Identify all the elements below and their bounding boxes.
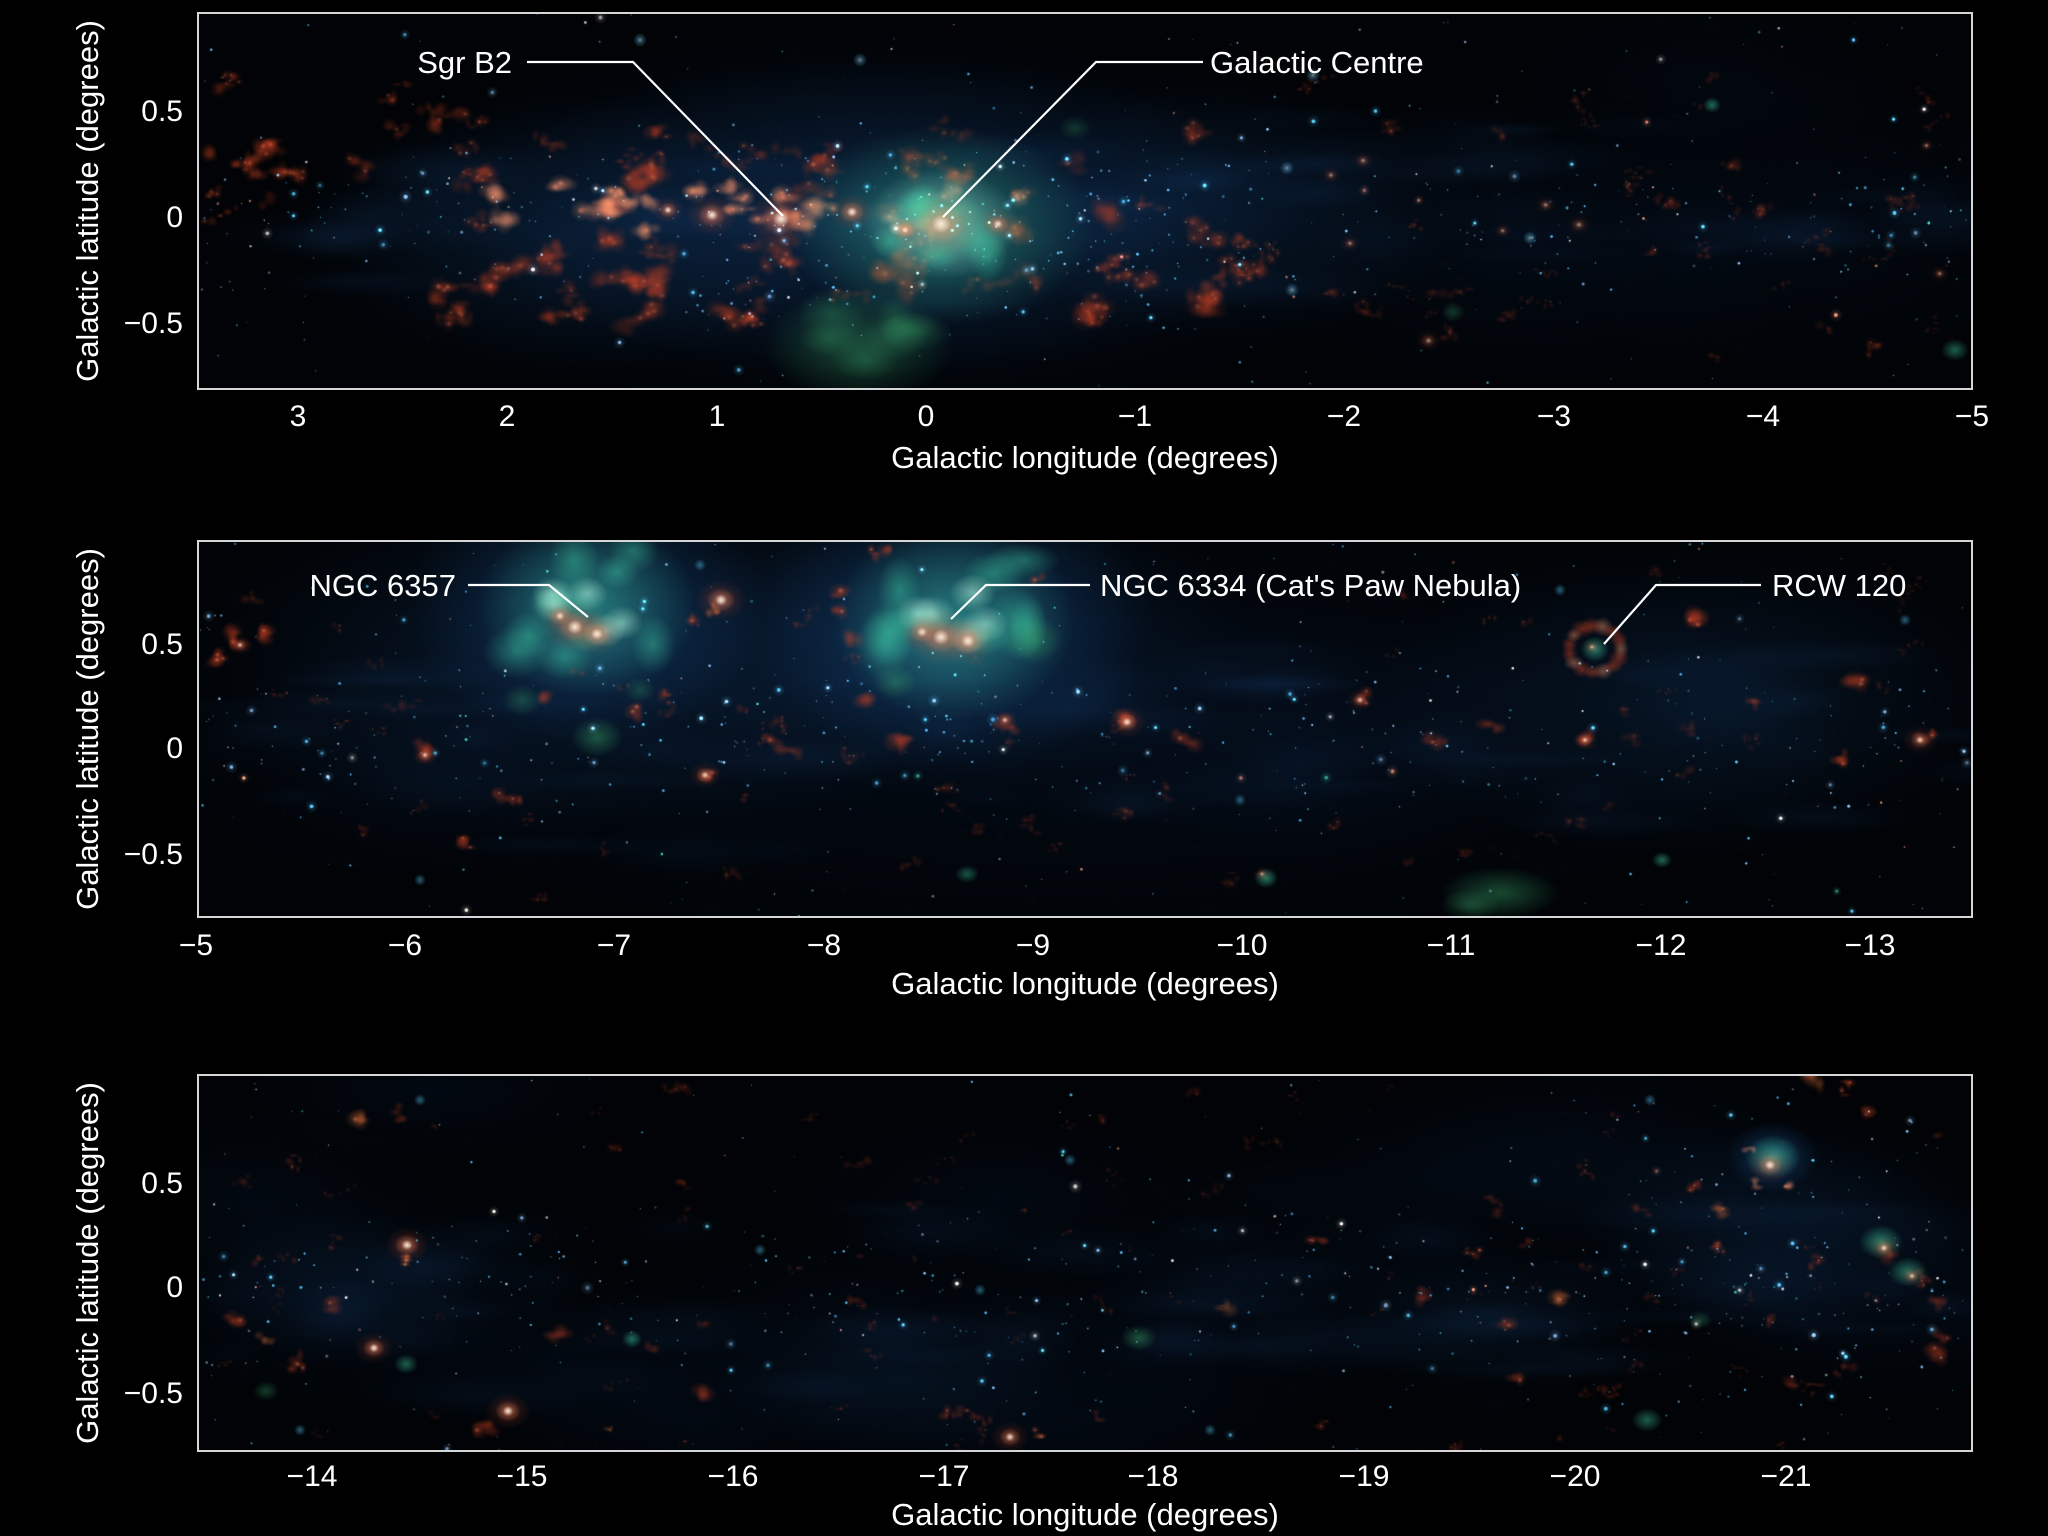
panel-3-y-tick-label: −0.5	[123, 1377, 183, 1410]
panel-1-x-tick-label: −1	[1117, 400, 1153, 433]
annotation-label: Sgr B2	[417, 45, 512, 80]
panel-1-x-tick-label: −2	[1326, 400, 1362, 433]
panel-2-x-tick-label: −10	[1216, 929, 1268, 962]
panel-2-x-tick-label: −12	[1635, 929, 1687, 962]
panel-2-x-tick-label: −13	[1844, 929, 1896, 962]
panel-3-frame	[197, 1074, 1973, 1452]
panel-2-frame	[197, 540, 1973, 918]
panel-3-y-tick-label: 0.5	[141, 1167, 183, 1200]
annotation-label: RCW 120	[1772, 568, 1907, 603]
panel-3-x-tick-label: −21	[1760, 1460, 1812, 1493]
panel-2-x-tick-label: −8	[806, 929, 842, 962]
panel-2-x-tick-label: −6	[387, 929, 423, 962]
panel-1-x-axis-title: Galactic longitude (degrees)	[891, 440, 1279, 475]
panel-1-y-tick-label: 0.5	[141, 95, 183, 128]
panel-3-x-tick-label: −17	[918, 1460, 970, 1493]
panel-1-x-tick-label: 3	[289, 400, 307, 433]
panel-2-y-tick-label: 0	[166, 732, 183, 765]
panel-2-x-tick-label: −11	[1426, 929, 1476, 962]
panel-2-x-tick-label: −7	[596, 929, 632, 962]
panel-3-x-tick-label: −19	[1338, 1460, 1390, 1493]
panel-3-x-tick-label: −18	[1127, 1460, 1179, 1493]
panel-3-y-tick-label: 0	[166, 1271, 183, 1304]
panel-3-x-axis-title: Galactic longitude (degrees)	[891, 1497, 1279, 1532]
panel-1-x-tick-label: −4	[1745, 400, 1781, 433]
panel-1-x-tick-label: 0	[917, 400, 935, 433]
panel-1-y-tick-label: 0	[166, 201, 183, 234]
panel-2-x-tick-label: −9	[1015, 929, 1051, 962]
panel-3-x-tick-label: −16	[707, 1460, 759, 1493]
panel-3-sky-image	[199, 1076, 1971, 1450]
panel-1-x-tick-label: −5	[1954, 400, 1990, 433]
panel-1-x-tick-label: 1	[708, 400, 726, 433]
panel-2-y-tick-label: −0.5	[123, 838, 183, 871]
panel-3-x-tick-label: −20	[1549, 1460, 1601, 1493]
panel-2-y-tick-label: 0.5	[141, 628, 183, 661]
annotation-label: NGC 6334 (Cat's Paw Nebula)	[1100, 568, 1522, 603]
panel-2-sky-image	[199, 542, 1971, 916]
panel-2-x-tick-label: −5	[178, 929, 214, 962]
panel-3-x-tick-label: −15	[496, 1460, 548, 1493]
annotation-label: Galactic Centre	[1210, 45, 1424, 80]
panel-3-x-tick-label: −14	[286, 1460, 338, 1493]
panel-2-x-axis-title: Galactic longitude (degrees)	[891, 966, 1279, 1001]
panel-1-y-tick-label: −0.5	[123, 307, 183, 340]
panel-1-x-tick-label: 2	[498, 400, 516, 433]
panel-1-x-tick-label: −3	[1536, 400, 1572, 433]
annotation-label: NGC 6357	[309, 568, 456, 603]
